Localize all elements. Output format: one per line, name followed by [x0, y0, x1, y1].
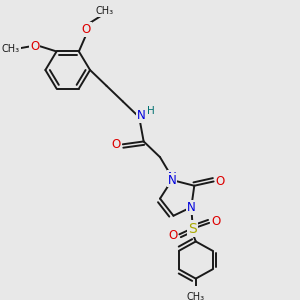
Text: S: S — [188, 222, 197, 236]
Text: CH₃: CH₃ — [187, 292, 205, 300]
Text: N: N — [137, 109, 146, 122]
Text: O: O — [30, 40, 39, 53]
Text: CH₃: CH₃ — [2, 44, 20, 54]
Text: O: O — [211, 215, 220, 228]
Text: CH₃: CH₃ — [96, 6, 114, 16]
Text: O: O — [82, 23, 91, 36]
Text: O: O — [168, 229, 178, 242]
Text: O: O — [112, 138, 121, 151]
Text: N: N — [168, 171, 176, 184]
Text: H: H — [147, 106, 154, 116]
Text: N: N — [187, 201, 196, 214]
Text: O: O — [216, 175, 225, 188]
Text: N: N — [168, 173, 176, 187]
